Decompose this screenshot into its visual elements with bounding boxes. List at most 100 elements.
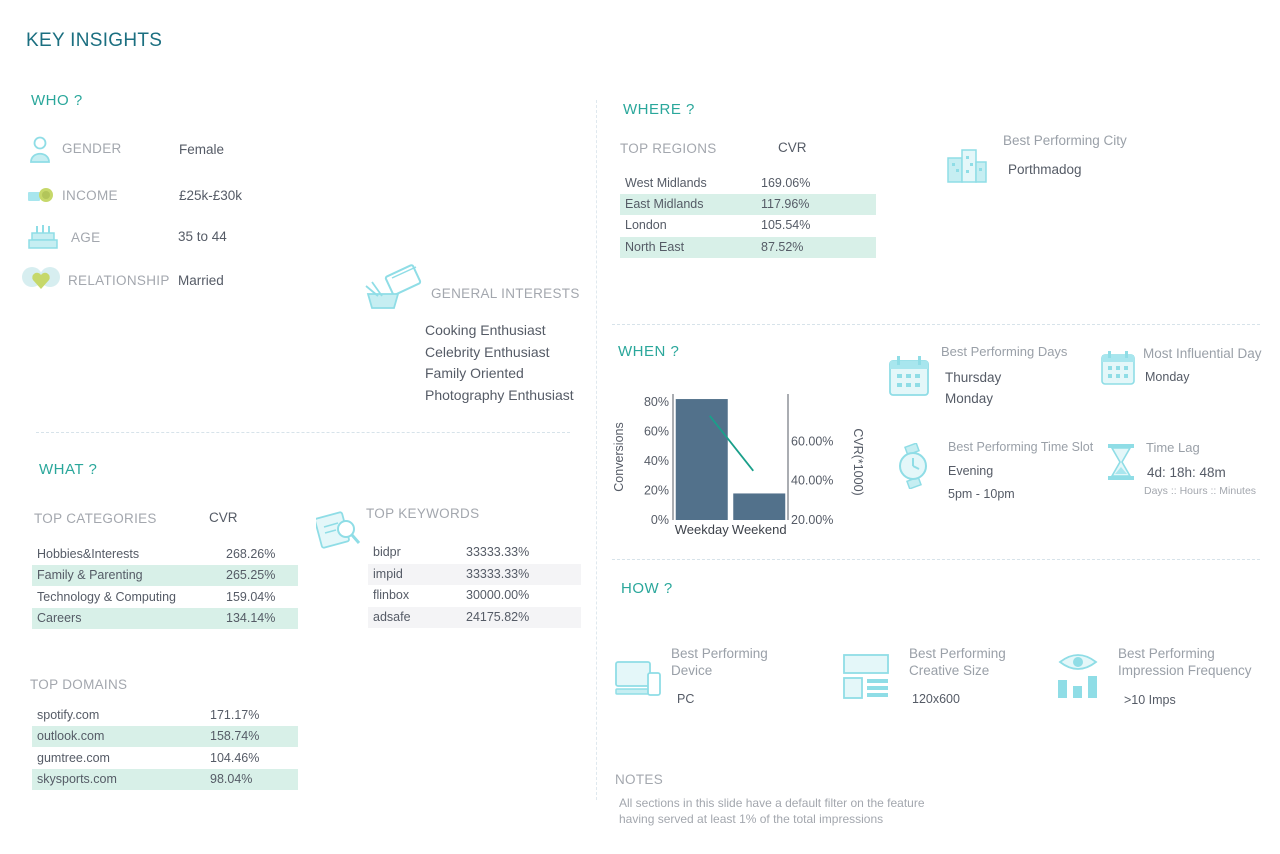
best-device-label-line: Best Performing — [671, 646, 768, 661]
x-tick-label: Weekday — [675, 522, 729, 537]
time-lag-units: Days :: Hours :: Minutes — [1144, 485, 1257, 497]
keyword-name: flinbox — [373, 588, 410, 602]
cooking-film-icon — [365, 264, 422, 309]
income-value: £25k-£30k — [179, 188, 243, 203]
how-heading: HOW ? — [621, 580, 673, 597]
table-row: West Midlands 169.06% — [620, 173, 876, 194]
domain-cvr: 98.04% — [210, 772, 253, 786]
document-search-icon — [316, 511, 361, 549]
person-icon — [30, 136, 50, 163]
notes-line: having served at least 1% of the total i… — [619, 811, 884, 826]
timeslot-range: 5pm - 10pm — [948, 487, 1015, 501]
hourglass-icon — [1108, 444, 1134, 480]
y-tick-label: 80% — [644, 395, 669, 409]
best-impression-frequency-label-line: Impression Frequency — [1118, 662, 1252, 678]
region-cvr: 105.54% — [761, 218, 811, 232]
gender-value: Female — [179, 142, 225, 157]
what-heading: WHAT ? — [39, 461, 98, 478]
when-chart: 0% 20% 40% 60% 80% 20.00% 40.00% 60.00% Weekda… — [612, 394, 865, 537]
table-row: East Midlands 117.96% — [620, 194, 876, 215]
region-name: West Midlands — [625, 176, 707, 190]
creative-size-icon — [843, 654, 889, 699]
domain-name: skysports.com — [37, 772, 117, 786]
interests-list: Cooking Enthusiast Celebrity Enthusiast … — [425, 320, 574, 406]
interest-item: Cooking Enthusiast — [425, 322, 546, 338]
relationship-value: Married — [178, 273, 224, 288]
table-row: bidpr 33333.33% — [368, 542, 581, 563]
interest-item: Photography Enthusiast — [425, 386, 574, 403]
top-domains-label: TOP DOMAINS — [30, 677, 128, 692]
y-tick-label: 0% — [651, 513, 669, 527]
best-device-value: PC — [677, 692, 695, 706]
relationship-label: RELATIONSHIP — [68, 273, 170, 288]
table-row: impid 33333.33% — [368, 564, 581, 585]
money-icon — [28, 188, 53, 202]
region-name: London — [625, 218, 667, 232]
watch-icon — [899, 443, 927, 489]
impression-eye-icon — [1058, 654, 1098, 698]
time-lag-value: 4d: 18h: 48m — [1147, 465, 1226, 480]
table-row: Careers 134.14% — [32, 608, 298, 629]
top-keywords-label: TOP KEYWORDS — [366, 506, 480, 521]
birthday-cake-icon — [28, 225, 58, 249]
table-row: Technology & Computing 159.04% — [32, 587, 298, 608]
best-device-label-line: Device — [671, 662, 713, 678]
best-creative-size-label-line: Creative Size — [909, 662, 990, 678]
x-tick-label: Weekend — [732, 522, 787, 537]
best-creative-size-label: Best Performing Creative Size — [909, 646, 1006, 679]
city-buildings-icon — [947, 149, 987, 183]
best-day-item: Monday — [945, 391, 994, 406]
best-days-label: Best Performing Days — [941, 344, 1068, 359]
best-impression-frequency-label-line: Best Performing — [1118, 646, 1215, 661]
domain-name: outlook.com — [37, 729, 105, 743]
y-tick-label: 20% — [644, 484, 669, 498]
timeslot-name: Evening — [948, 464, 994, 478]
table-row: gumtree.com 104.46% — [32, 748, 298, 769]
region-name: East Midlands — [625, 197, 704, 211]
age-value: 35 to 44 — [178, 229, 227, 244]
table-row: flinbox 30000.00% — [368, 585, 581, 606]
keyword-cvr: 33333.33% — [466, 545, 530, 559]
region-name: North East — [625, 240, 685, 254]
category-name: Technology & Computing — [37, 590, 176, 604]
table-row: skysports.com 98.04% — [32, 769, 298, 790]
domain-cvr: 104.46% — [210, 751, 260, 765]
category-name: Family & Parenting — [37, 568, 143, 582]
table-row: adsafe 24175.82% — [368, 607, 581, 628]
best-day-item: Thursday — [945, 370, 1002, 385]
table-row: outlook.com 158.74% — [32, 726, 298, 747]
notes-label: NOTES — [615, 772, 664, 787]
table-row: Hobbies&Interests 268.26% — [32, 544, 298, 565]
when-heading: WHEN ? — [618, 343, 680, 360]
table-row: North East 87.52% — [620, 237, 876, 258]
table-row: spotify.com 171.17% — [32, 705, 298, 726]
category-name: Hobbies&Interests — [37, 547, 140, 561]
y-tick-label: 60% — [644, 425, 669, 439]
domain-name: spotify.com — [37, 708, 100, 722]
y-right-tick-label: 20.00% — [791, 513, 833, 527]
couple-heart-icon — [22, 267, 60, 289]
gender-label: GENDER — [62, 141, 122, 156]
top-categories-label: TOP CATEGORIES — [34, 511, 157, 526]
keyword-name: adsafe — [373, 610, 411, 624]
region-cvr: 169.06% — [761, 176, 811, 190]
influential-day-value: Monday — [1145, 370, 1190, 384]
best-city-label: Best Performing City — [1003, 133, 1127, 148]
category-cvr: 268.26% — [226, 547, 276, 561]
general-interests-label: GENERAL INTERESTS — [431, 286, 580, 301]
categories-metric-label: CVR — [209, 510, 238, 525]
page-title: KEY INSIGHTS — [26, 30, 163, 51]
top-regions-label: TOP REGIONS — [620, 141, 717, 156]
region-cvr: 87.52% — [761, 240, 804, 254]
chart-line-cvr — [709, 415, 754, 472]
chart-bar — [733, 493, 786, 520]
devices-icon — [615, 661, 661, 696]
who-heading: WHO ? — [31, 92, 83, 109]
regions-metric-label: CVR — [778, 140, 807, 155]
time-lag-label: Time Lag — [1146, 440, 1200, 455]
category-cvr: 159.04% — [226, 590, 276, 604]
best-device-label: Best Performing Device — [671, 646, 768, 679]
keyword-cvr: 24175.82% — [466, 610, 530, 624]
vertical-divider — [596, 100, 597, 800]
y-axis-label: Conversions — [612, 422, 626, 491]
